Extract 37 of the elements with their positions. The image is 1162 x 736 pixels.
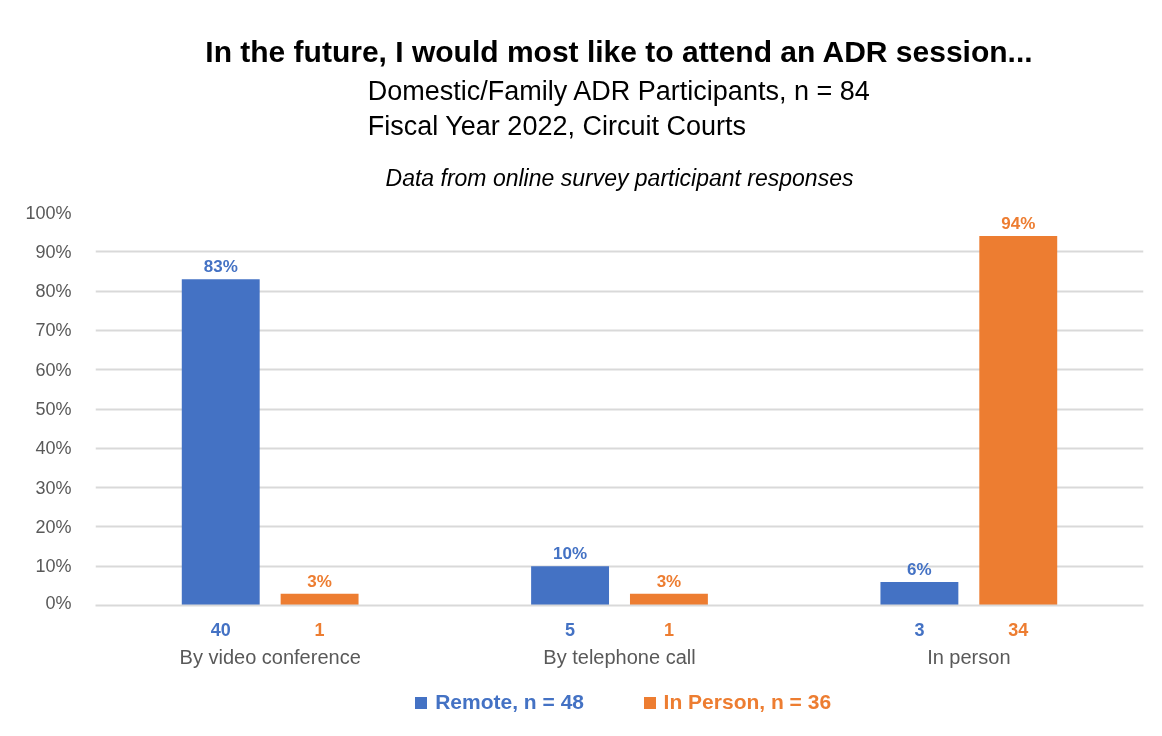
y-tick-label: 80% bbox=[35, 281, 72, 302]
x-tick-label: By telephone call bbox=[543, 645, 696, 668]
chart-subtitle: Domestic/Family ADR Participants, n = 84 Fiscal Year 2022, Circuit Courts bbox=[367, 76, 870, 141]
data-label: 3% bbox=[656, 571, 682, 591]
data-label: 10% bbox=[553, 544, 588, 564]
y-tick-label: 20% bbox=[35, 516, 72, 537]
text: 3 bbox=[914, 620, 925, 641]
y-tick-label: 100% bbox=[25, 202, 72, 223]
y-tick-label: 10% bbox=[35, 556, 72, 577]
legend-label: In Person, n = 36 bbox=[663, 690, 832, 714]
y-tick-label: 40% bbox=[35, 438, 72, 459]
bar bbox=[280, 593, 359, 606]
data-label: 6% bbox=[907, 559, 932, 579]
text: 1 bbox=[663, 620, 674, 641]
text: 34 bbox=[1008, 620, 1029, 641]
y-tick-label: 70% bbox=[35, 320, 72, 341]
text: 5 bbox=[565, 620, 576, 641]
data-label: 94% bbox=[1001, 214, 1036, 234]
y-tick-label: 90% bbox=[35, 241, 72, 262]
x-tick-label: In person bbox=[927, 645, 1011, 668]
bar bbox=[979, 236, 1058, 606]
text: Data from online survey participant responses bbox=[385, 164, 854, 191]
text: 1 bbox=[314, 620, 325, 641]
text: 40 bbox=[210, 620, 231, 641]
bar bbox=[531, 566, 610, 606]
y-tick-label: 50% bbox=[35, 399, 72, 419]
data-label: 3% bbox=[307, 571, 332, 591]
data-label: 83% bbox=[203, 257, 238, 277]
bar bbox=[880, 581, 959, 606]
x-tick-label: By video conference bbox=[179, 645, 361, 668]
bar bbox=[629, 593, 708, 606]
bar bbox=[181, 279, 260, 606]
legend-label: Remote, n = 48 bbox=[435, 690, 584, 714]
y-tick-label: 30% bbox=[35, 477, 72, 498]
chart-title: In the future, I would most like to attend an ADR session... bbox=[205, 34, 1033, 68]
y-tick-label: 0% bbox=[45, 592, 72, 613]
y-tick-label: 60% bbox=[35, 359, 72, 380]
